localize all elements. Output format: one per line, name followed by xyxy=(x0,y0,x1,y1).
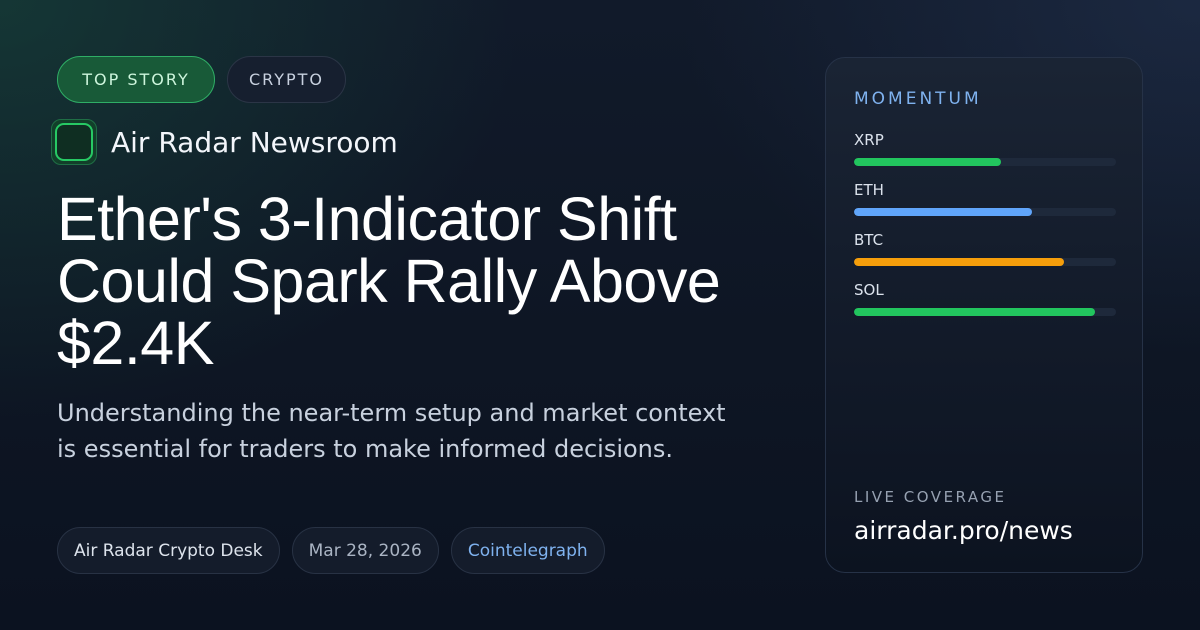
momentum-bar xyxy=(854,208,1033,216)
momentum-item-sol: SOL xyxy=(854,281,1116,316)
momentum-bar xyxy=(854,258,1064,266)
live-coverage-label: LIVE COVERAGE xyxy=(854,488,1007,506)
momentum-item-eth: ETH xyxy=(854,181,1116,216)
momentum-label: SOL xyxy=(854,281,884,299)
momentum-label: BTC xyxy=(854,231,884,249)
momentum-bar xyxy=(854,308,1096,316)
brand: Air Radar Newsroom xyxy=(51,119,398,165)
desk-chip[interactable]: Air Radar Crypto Desk xyxy=(57,527,280,574)
momentum-track xyxy=(854,158,1116,166)
momentum-panel: MOMENTUM XRP ETH BTC SOL LIVE COVERAGE a… xyxy=(825,57,1143,573)
momentum-track xyxy=(854,258,1116,266)
meta-chips: Air Radar Crypto Desk Mar 28, 2026 Coint… xyxy=(57,527,605,574)
momentum-item-btc: BTC xyxy=(854,231,1116,266)
headline: Ether's 3-Indicator Shift Could Spark Ra… xyxy=(57,185,721,377)
top-story-tag[interactable]: TOP STORY xyxy=(57,56,215,103)
brand-name: Air Radar Newsroom xyxy=(111,125,398,159)
brand-logo-icon xyxy=(51,119,97,165)
date-chip: Mar 28, 2026 xyxy=(291,527,439,574)
momentum-bar xyxy=(854,158,1001,166)
momentum-title: MOMENTUM xyxy=(854,89,982,109)
subtitle: Understanding the near-term setup and ma… xyxy=(57,399,726,463)
crypto-tag[interactable]: CRYPTO xyxy=(227,56,346,103)
momentum-track xyxy=(854,308,1116,316)
story-column: TOP STORY CRYPTO Air Radar Newsroom Ethe… xyxy=(51,56,777,574)
tag-row: TOP STORY CRYPTO xyxy=(57,56,777,103)
momentum-label: XRP xyxy=(854,131,884,149)
source-chip[interactable]: Cointelegraph xyxy=(450,527,605,574)
coverage-link[interactable]: airradar.pro/news xyxy=(854,516,1073,545)
momentum-item-xrp: XRP xyxy=(854,131,1116,166)
momentum-track xyxy=(854,208,1116,216)
momentum-label: ETH xyxy=(854,181,884,199)
